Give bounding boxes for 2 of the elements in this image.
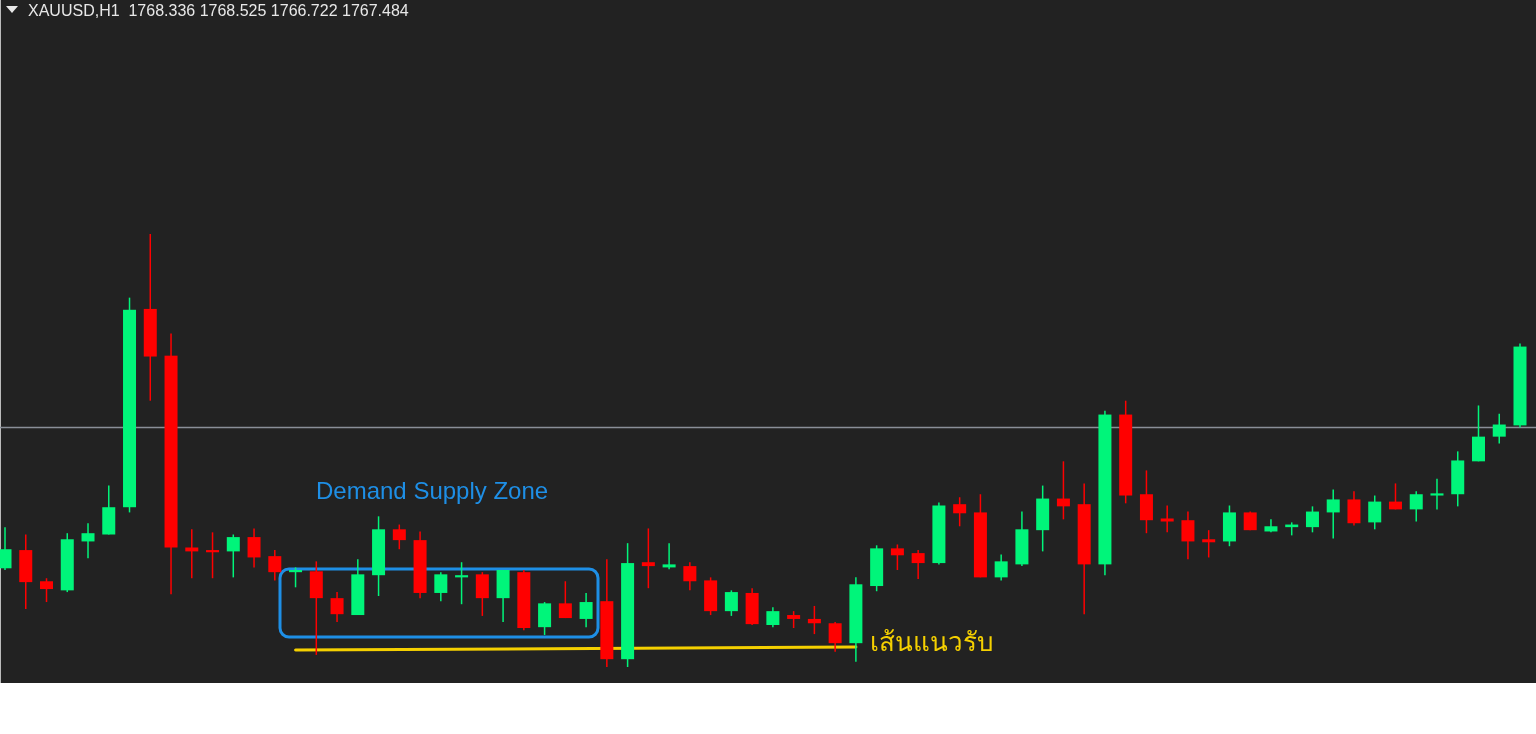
annotation: Demand Supply Zone (316, 477, 549, 504)
title: XAUUSD,H1 1768.336 1768.525 1766.722 1767.484 (28, 2, 409, 19)
